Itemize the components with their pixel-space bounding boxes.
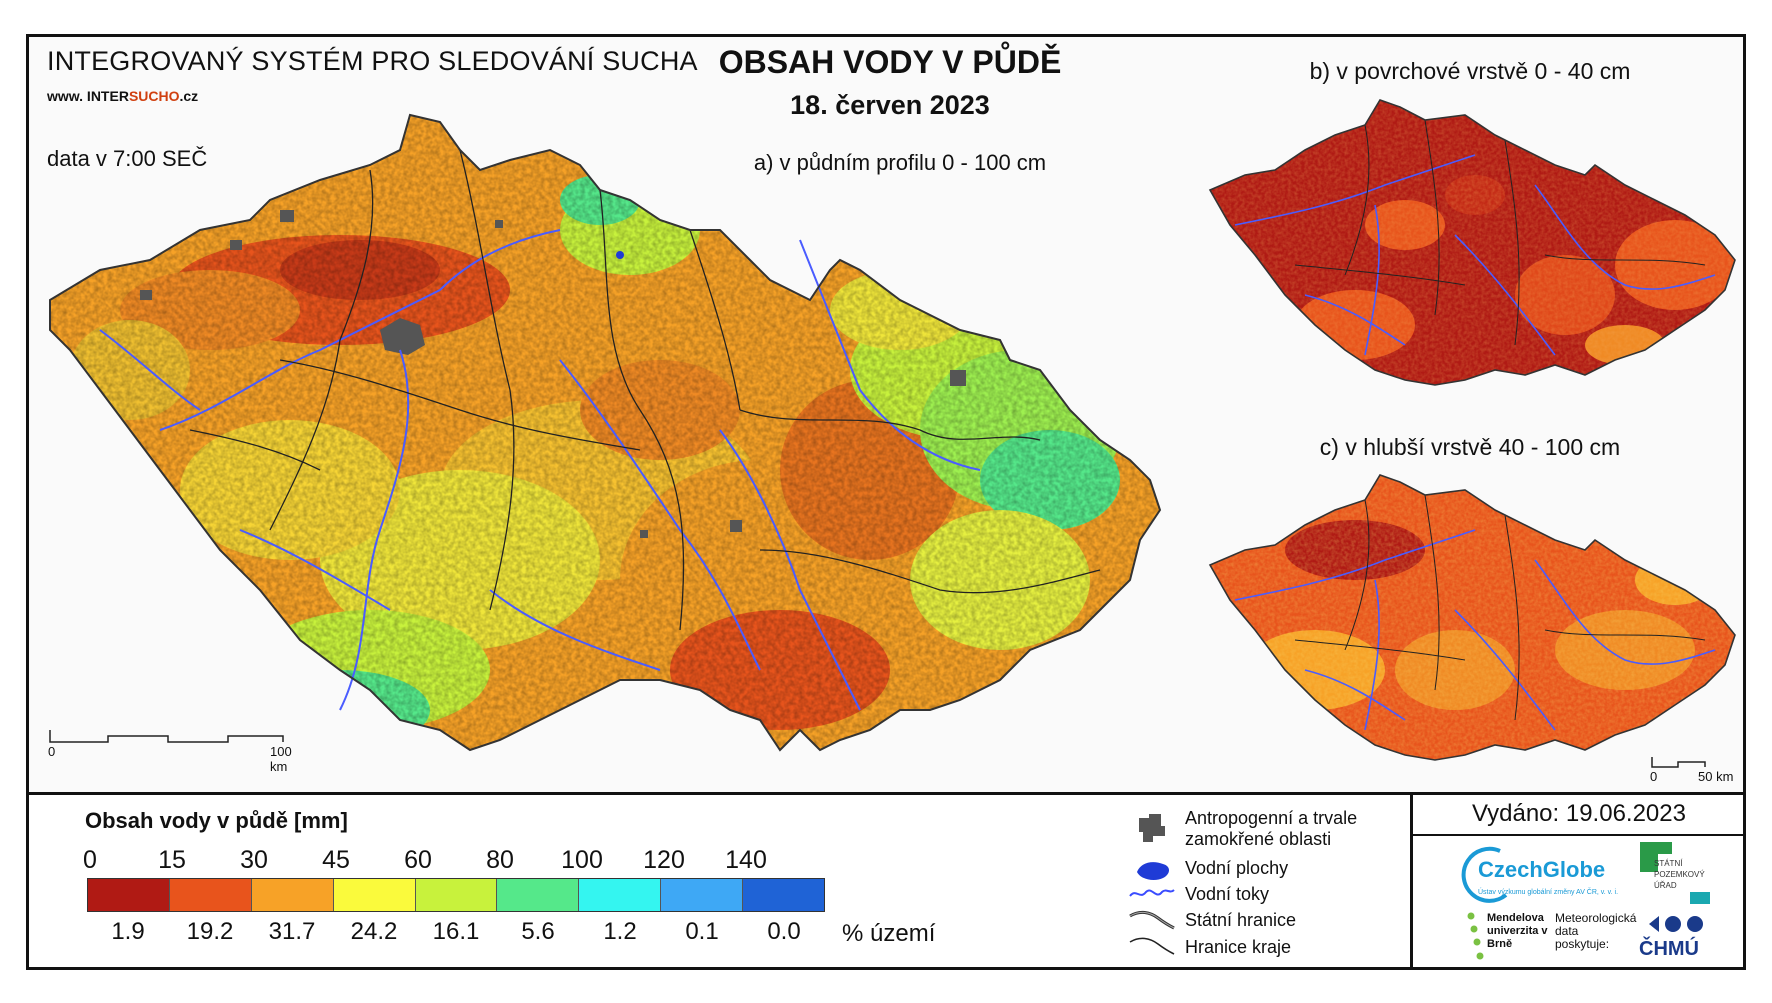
water-body-icon — [1137, 862, 1169, 880]
deep-layer-map — [1208, 474, 1736, 761]
issued-date: Vydáno: 19.06.2023 — [1472, 800, 1686, 827]
legend-percentage: 31.7 — [268, 918, 316, 945]
legend-water-bodies: Vodní plochy — [1185, 858, 1289, 878]
main-soil-moisture-map — [49, 113, 1162, 752]
legend-region-border: Hranice kraje — [1185, 937, 1292, 957]
surface-layer-map — [1208, 99, 1736, 386]
panel-a-title: a) v půdním profilu 0 - 100 cm — [753, 150, 1047, 175]
river-network — [99, 229, 981, 711]
legend-title: Obsah vody v půdě [mm] — [85, 808, 348, 833]
legend-color-swatch — [333, 879, 416, 911]
czechglobe-logo: CzechGlobe Ústav výzkumu globální změny … — [1460, 845, 1630, 905]
legend-tick: 120 — [643, 846, 685, 874]
legend-color-swatch — [743, 879, 825, 911]
divider — [26, 792, 1746, 795]
legend-color-swatch — [251, 879, 334, 911]
state-border — [49, 113, 1162, 752]
scale-bar-main: 0 100 km — [48, 728, 292, 774]
meteo-text: Meteorologická data poskytuje: — [1555, 911, 1637, 951]
state-border-icon — [1129, 910, 1175, 930]
legend-ticks: 0 15 30 45 60 80 100 120 140 — [78, 846, 838, 876]
chmu-text: ČHMÚ — [1639, 938, 1699, 960]
chmu-logo: Meteorologická data poskytuje: ČHMÚ — [1555, 910, 1735, 966]
spu-text: STÁTNÍ POZEMKOVÝ ÚŘAD — [1654, 859, 1705, 890]
legend-water-courses: Vodní toky — [1185, 884, 1270, 904]
legend-tick: 60 — [404, 846, 432, 874]
legend-color-swatch — [579, 879, 662, 911]
divider — [1412, 834, 1744, 836]
legend-percentage: 16.1 — [432, 918, 480, 945]
legend-percentages: 1.9 19.2 31.7 24.2 16.1 5.6 1.2 0.1 0.0 — [87, 918, 825, 948]
panel-c-title: c) v hlubší vrstvě 40 - 100 cm — [1319, 434, 1621, 460]
czechglobe-text: CzechGlobe — [1478, 857, 1606, 882]
scale-bar-small: 0 50 km — [1650, 755, 1740, 790]
legend-percentage: 24.2 — [350, 918, 398, 945]
legend-color-bar — [87, 878, 825, 912]
region-border-icon — [1129, 937, 1175, 955]
scale-start-label: 0 — [1650, 769, 1658, 784]
map-frame — [26, 34, 1746, 970]
legend-percentage: 0.0 — [767, 918, 801, 945]
divider — [1410, 792, 1413, 970]
legend-state-border: Státní hranice — [1185, 910, 1297, 930]
legend-tick: 80 — [486, 846, 514, 874]
water-course-icon — [1129, 889, 1175, 897]
legend-anthropogenic: Antropogenní a trvale zamokřené oblasti — [1185, 808, 1358, 849]
main-title: OBSAH VODY V PŮDĚ — [718, 44, 1062, 80]
legend-color-swatch — [497, 879, 580, 911]
system-title: INTEGROVANÝ SYSTÉM PRO SLEDOVÁNÍ SUCHA — [47, 46, 698, 76]
legend-percentage: 0.1 — [685, 918, 719, 945]
mendel-text: Mendelova univerzita v Brně — [1487, 912, 1548, 950]
percent-unit-label: % území — [842, 920, 936, 947]
map-date: 18. červen 2023 — [790, 90, 990, 120]
scale-end-label: 100 km — [270, 744, 292, 774]
legend-color-swatch — [661, 879, 744, 911]
legend-tick: 45 — [322, 846, 350, 874]
data-time: data v 7:00 SEČ — [47, 146, 208, 171]
scale-end-label: 50 km — [1698, 769, 1734, 784]
panel-b-title: b) v povrchové vrstvě 0 - 40 cm — [1309, 58, 1631, 84]
legend-color-swatch — [415, 879, 498, 911]
legend-tick: 15 — [158, 846, 186, 874]
legend-percentage: 19.2 — [186, 918, 234, 945]
website-link[interactable]: www. INTERSUCHO.cz — [47, 88, 199, 104]
legend-tick: 140 — [725, 846, 767, 874]
scale-start-label: 0 — [48, 744, 56, 759]
legend-tick: 100 — [561, 846, 603, 874]
spu-logo: STÁTNÍ POZEMKOVÝ ÚŘAD — [1640, 842, 1730, 912]
region-borders — [189, 149, 1101, 631]
czechglobe-subtitle: Ústav výzkumu globální změny AV ČR, v. v… — [1478, 889, 1619, 896]
legend-color-swatch — [169, 879, 252, 911]
urban-areas — [140, 210, 966, 538]
legend-color-swatch — [88, 879, 170, 911]
legend-tick: 0 — [83, 846, 97, 874]
legend-percentage: 1.9 — [111, 918, 145, 945]
legend-percentage: 5.6 — [521, 918, 555, 945]
urban-area-icon — [1139, 814, 1165, 842]
legend-percentage: 1.2 — [603, 918, 637, 945]
mendel-logo: Mendelova univerzita v Brně — [1465, 910, 1555, 966]
legend-tick: 30 — [240, 846, 268, 874]
